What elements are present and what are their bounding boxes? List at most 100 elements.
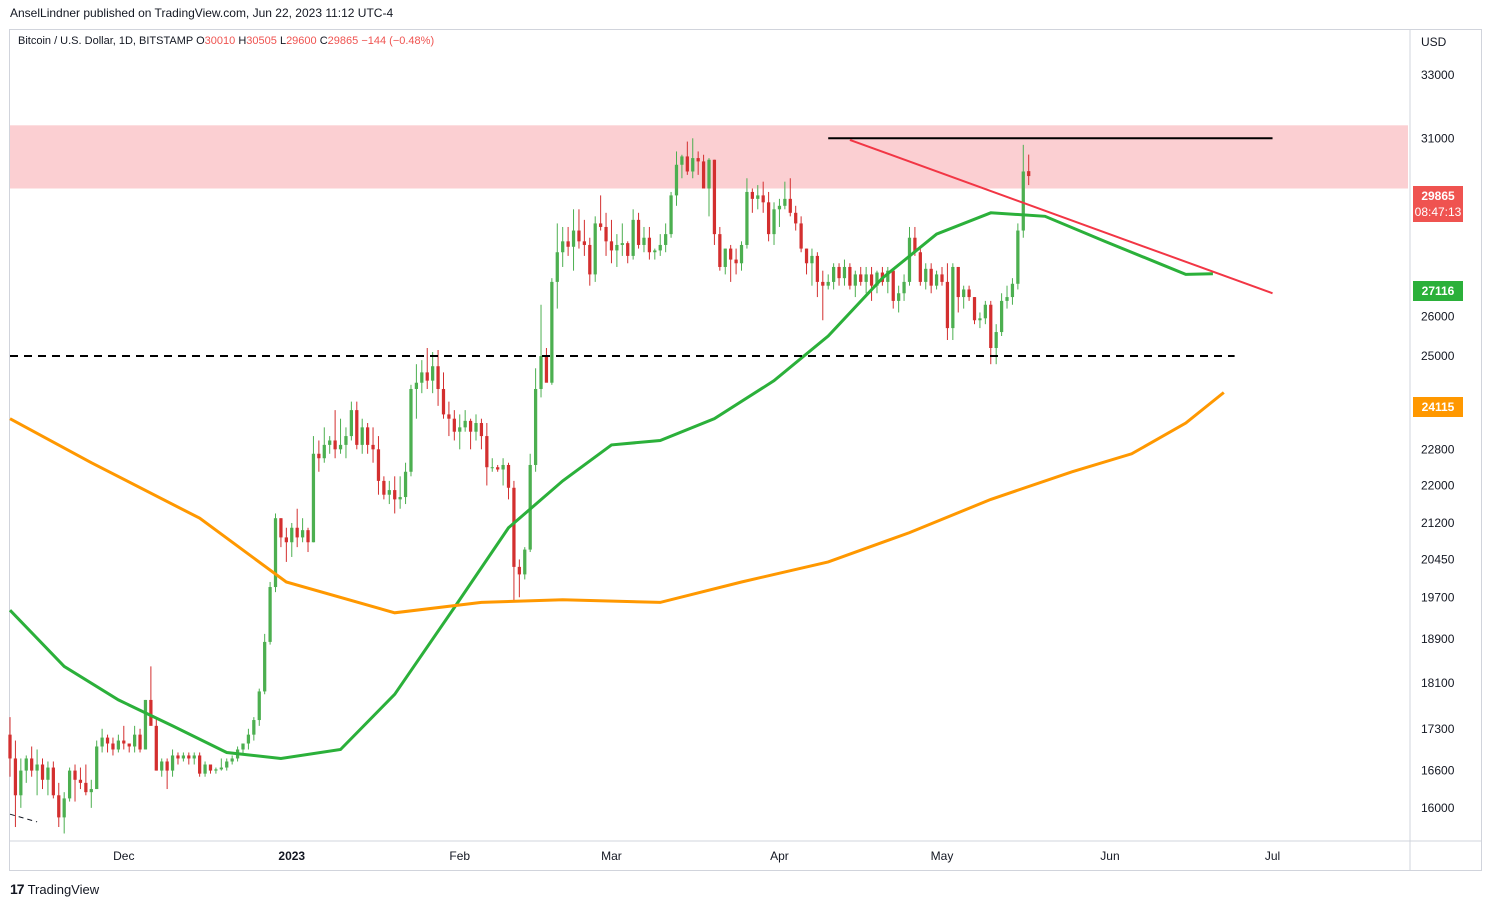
candle-body (230, 758, 234, 762)
candle-body (170, 755, 175, 771)
price-tick-label: 18100 (1421, 676, 1455, 690)
candle-body (783, 198, 787, 206)
candle-body (192, 755, 196, 759)
legend-close-label: C (319, 35, 328, 47)
candle-body (853, 274, 857, 286)
candle-body (143, 699, 148, 750)
time-axis: Dec 2023 Feb Mar Apr May Jun Jul (113, 849, 1280, 863)
price-tick-label: 22000 (1421, 478, 1455, 492)
candle-body (198, 755, 202, 774)
candle-body (934, 274, 939, 286)
candle-body (653, 250, 657, 253)
candle-body (100, 737, 104, 747)
candle-body (57, 795, 61, 818)
candle-body (138, 734, 142, 750)
candle-body (290, 527, 294, 543)
tradingview-brand: TradingView (27, 881, 100, 897)
candle-body (1027, 171, 1031, 177)
tradingview-logo-icon: 17 (10, 881, 25, 897)
last-price-badge: 29865 08:47:13 (1413, 186, 1463, 222)
candle-body (772, 209, 776, 235)
candle-body (696, 158, 700, 162)
candle-body (631, 219, 635, 256)
legend-high-value: 30505 (246, 35, 277, 47)
chart-frame (9, 29, 1482, 871)
candle-body (1005, 297, 1009, 301)
candle-body (913, 237, 917, 253)
price-axis: 3300031000290002600025000228002200021200… (1421, 68, 1455, 815)
candle-body (154, 725, 158, 771)
price-tick-label: 22800 (1421, 442, 1455, 456)
time-tick-label: Feb (449, 849, 470, 863)
candle-body (539, 356, 543, 389)
candle-body (664, 234, 668, 245)
candle-body (561, 241, 565, 253)
candle-body (252, 720, 256, 735)
candle-body (24, 758, 28, 771)
legend-open-value: 30010 (204, 35, 236, 47)
candle-body (999, 300, 1004, 333)
legend-close-value: 29865 (327, 35, 359, 47)
candle-body (1021, 171, 1025, 231)
candle-body (13, 758, 18, 796)
candle-body (116, 740, 120, 750)
candle-body (593, 223, 597, 275)
candle-body (506, 464, 511, 488)
last-price-value: 29865 (1421, 189, 1455, 203)
candle-body (431, 366, 435, 381)
annotations-layer (10, 137, 1273, 358)
candle-body (219, 767, 223, 770)
price-tick-label: 25000 (1421, 349, 1455, 363)
candle-body (523, 549, 527, 575)
candle-body (387, 490, 391, 495)
candle-body (338, 444, 343, 450)
time-tick-label: Dec (113, 849, 134, 863)
candle-body (983, 304, 987, 319)
candle-body (501, 464, 505, 470)
candle-body (577, 230, 581, 242)
candle-body (810, 255, 814, 264)
legend-high-label: H (238, 35, 247, 47)
price-tick-label: 26000 (1421, 309, 1455, 323)
candle-body (458, 427, 462, 432)
candle-body (165, 761, 169, 771)
candle-body (89, 789, 93, 793)
candle-body (1016, 230, 1020, 284)
candle-body (263, 641, 267, 692)
candle-body (756, 195, 760, 199)
legend-open-label: O (196, 35, 205, 47)
candle-body (550, 281, 554, 383)
currency-label: USD (1421, 35, 1447, 49)
candle-body (360, 427, 364, 445)
candle-body (176, 755, 180, 759)
ma50-badge: 27116 (1413, 281, 1463, 301)
candle-body (674, 164, 679, 196)
candle-body (127, 743, 131, 747)
candle-body (463, 420, 467, 428)
bar-countdown: 08:47:13 (1414, 205, 1462, 219)
candle-body (1010, 283, 1015, 298)
candle-body (452, 418, 456, 432)
ma200-badge: 24115 (1413, 397, 1463, 417)
symbol-legend: Bitcoin / U.S. Dollar, 1D, BITSTAMP O300… (18, 35, 434, 47)
footer-brand[interactable]: 17 TradingView (10, 881, 99, 897)
candle-body (300, 530, 305, 538)
candle-body (691, 158, 695, 172)
lines-layer (8, 211, 1225, 823)
candle-body (956, 266, 960, 298)
time-tick-label: May (931, 849, 954, 863)
candle-body (403, 471, 408, 498)
candle-body (273, 518, 278, 588)
candle-body (886, 270, 890, 282)
candle-body (479, 423, 484, 437)
price-tick-label: 31000 (1421, 131, 1455, 145)
candle-body (122, 740, 126, 744)
candle-body (366, 427, 370, 445)
time-tick-label: 2023 (278, 849, 305, 863)
candle-body (875, 272, 879, 286)
candle-body (723, 248, 727, 267)
candle-body (40, 764, 45, 780)
candle-body (718, 234, 722, 267)
price-tick-label: 16000 (1421, 801, 1455, 815)
